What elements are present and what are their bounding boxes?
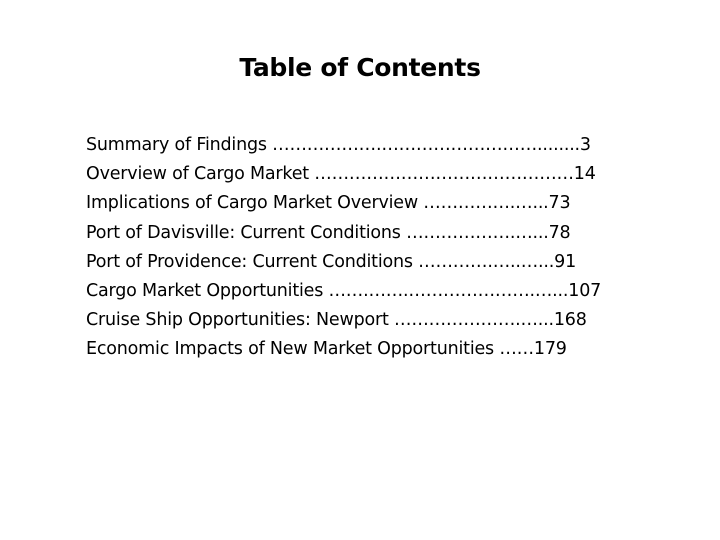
toc-entry: Economic Impacts of New Market Opportuni…	[86, 339, 567, 360]
toc-entry: Port of Davisville: Current Conditions ……	[86, 222, 571, 243]
toc-entry: Cargo Market Opportunities …….…….……………………	[86, 281, 602, 302]
toc-entry: Overview of Cargo Market …………………………………………	[86, 164, 596, 185]
toc-entry: Cruise Ship Opportunities: Newport ………………	[86, 310, 587, 331]
toc-entry: Summary of Findings ……………….………………………....…	[86, 135, 591, 155]
toc-entry: Implications of Cargo Market Overview ………	[86, 193, 571, 214]
table-of-contents-list: Summary of Findings ……………….………………………....…	[86, 131, 601, 365]
page-title: Table of Contents	[239, 53, 481, 82]
toc-entry: Port of Providence: Current Conditions ……	[86, 251, 577, 272]
